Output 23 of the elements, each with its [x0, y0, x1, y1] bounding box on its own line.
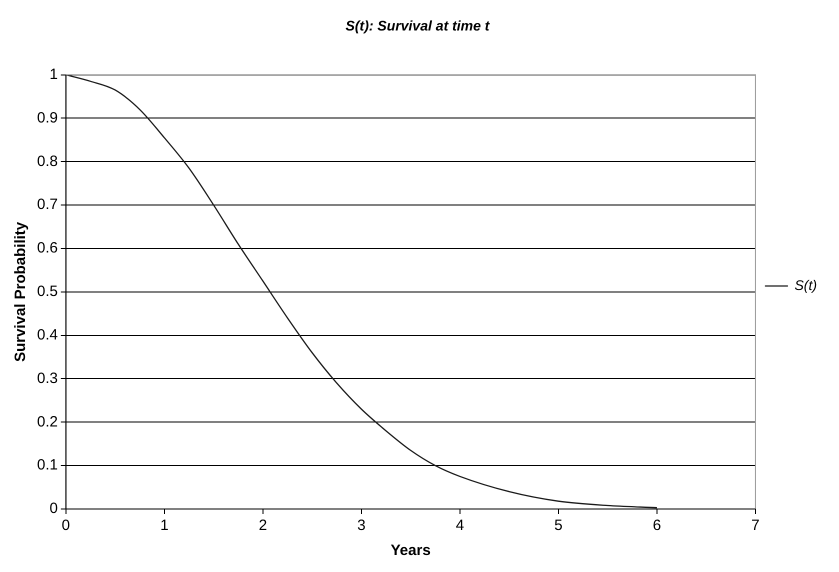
y-tick-label: 0.8 [36, 152, 58, 170]
x-tick-label: 0 [62, 517, 70, 534]
y-tick-label: 0.5 [36, 283, 58, 300]
x-tick-label: 7 [751, 517, 760, 534]
y-tick-label: 0 [50, 500, 58, 518]
x-tick-label: 1 [160, 517, 169, 534]
x-tick-label: 6 [652, 517, 662, 534]
y-tick-label: 0.1 [36, 456, 58, 474]
y-tick-label: 0.4 [36, 326, 58, 344]
x-axis-title: Years [390, 542, 431, 560]
x-tick-label: 5 [554, 517, 563, 534]
legend-label: S(t) [794, 276, 818, 293]
y-tick-label: 0.9 [36, 109, 58, 126]
y-tick-label: 1 [50, 66, 58, 83]
x-tick-label: 3 [357, 517, 366, 534]
y-tick-label: 0.2 [36, 413, 58, 430]
y-axis-title: Survival Probability [12, 221, 30, 362]
y-tick-label: 0.6 [36, 240, 58, 257]
chart-title: S(t): Survival at time t [346, 17, 491, 34]
x-tick-label: 4 [456, 517, 464, 534]
y-tick-label: 0.7 [36, 196, 58, 214]
x-tick-label: 2 [258, 517, 268, 534]
y-tick-label: 0.3 [36, 370, 58, 387]
